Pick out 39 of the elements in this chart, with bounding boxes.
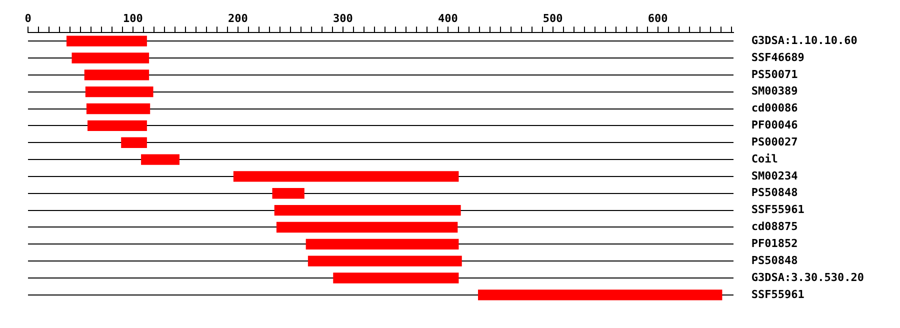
y-tick-label: PS00027 [751, 135, 798, 148]
y-tick-label: SM00389 [751, 84, 798, 98]
bar [141, 154, 180, 165]
y-tick-label: cd08875 [751, 220, 798, 234]
bar [274, 204, 461, 216]
y-tick-label: PS50848 [751, 186, 798, 200]
y-tick-label: PF00046 [751, 118, 798, 132]
bar [306, 238, 459, 250]
bar [72, 52, 150, 64]
y-tick-label: cd00086 [751, 102, 798, 115]
y-tick-label: Coil [751, 152, 778, 166]
y-tick-label: G3DSA:3.30.530.20 [751, 270, 864, 284]
y-tick-label: PS50071 [751, 68, 798, 81]
y-tick-label: SSF55961 [751, 203, 805, 216]
bar [85, 86, 154, 98]
y-tick-label: G3DSA:1.10.10.60 [751, 34, 858, 47]
x-tick-label: 0 [24, 12, 32, 25]
bar [88, 120, 147, 132]
x-tick-label: 600 [648, 12, 668, 25]
x-tick-label: 300 [332, 12, 353, 25]
y-tick-label: SSF55961 [751, 288, 805, 301]
y-tick-label: SSF46689 [751, 50, 804, 64]
x-tick-label: 500 [542, 12, 563, 25]
bar [84, 70, 150, 80]
x-tick-label: 200 [228, 12, 248, 25]
bar [233, 171, 459, 182]
bar [121, 137, 147, 148]
bar [66, 36, 147, 46]
x-tick-label: 100 [123, 12, 143, 25]
y-tick-label: SM00234 [751, 169, 798, 182]
bar [333, 272, 459, 284]
y-tick-label: PF01852 [751, 237, 798, 250]
bar [86, 103, 150, 114]
bar [272, 188, 304, 199]
x-tick-label: 400 [438, 12, 458, 25]
bar [478, 290, 722, 300]
bar [276, 222, 458, 233]
bar [308, 256, 462, 266]
y-tick-label: PS50848 [751, 254, 798, 267]
